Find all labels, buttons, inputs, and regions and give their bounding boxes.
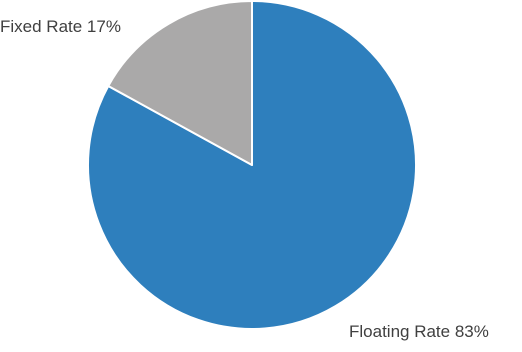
slice-label-floating-rate: Floating Rate 83% xyxy=(349,322,489,341)
slice-label-fixed-rate: Fixed Rate 17% xyxy=(0,17,121,36)
pie-slices xyxy=(87,0,417,330)
pie-slice-fixed-rate xyxy=(107,0,253,166)
